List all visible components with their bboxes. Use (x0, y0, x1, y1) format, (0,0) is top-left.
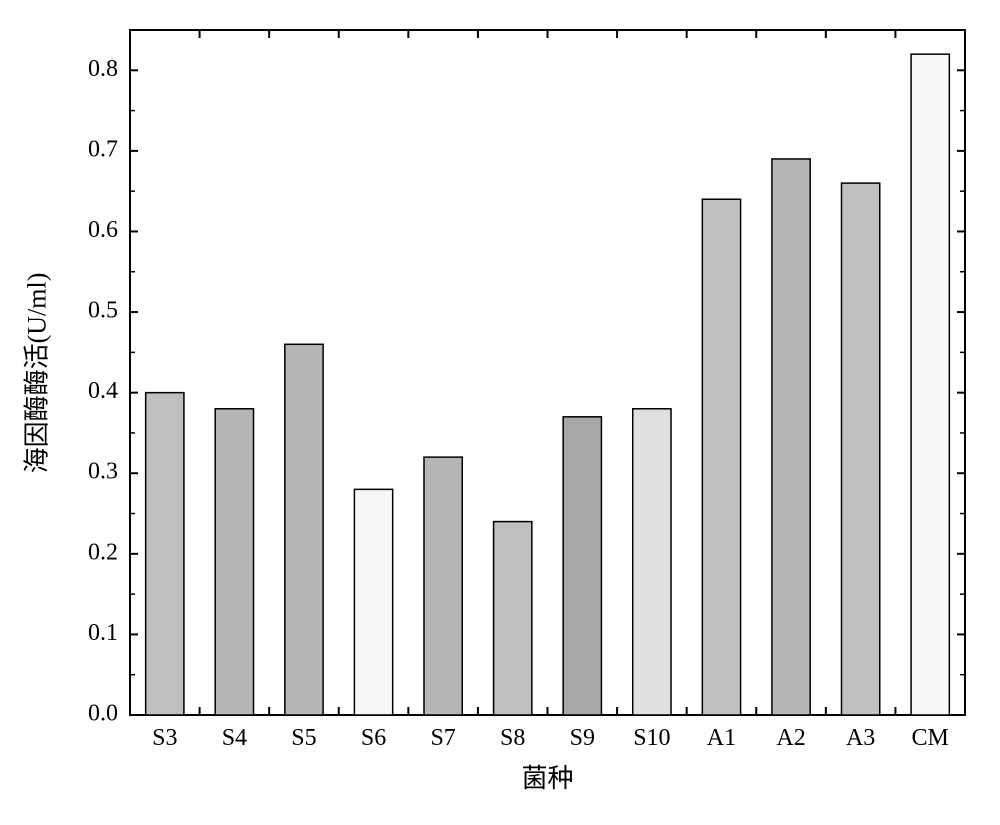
x-tick-label: A3 (846, 725, 875, 751)
y-tick-label: 0.2 (88, 539, 118, 565)
y-tick-label: 0.7 (88, 136, 118, 162)
bar (215, 409, 253, 715)
bar (354, 489, 392, 715)
bar-chart: 0.0 0.1 0.2 0.3 0.4 0.5 0.6 0.7 0.8 S3 S4 S5 S6 S7 S8 S… (0, 0, 1000, 825)
y-axis-label: 海因酶酶活(U/ml) (17, 272, 54, 473)
y-tick-label: 0.5 (88, 298, 118, 324)
x-tick-label: S6 (361, 725, 386, 751)
x-tick-label: S5 (291, 725, 316, 751)
y-tick-label: 0.0 (88, 701, 118, 727)
x-tick-label: S8 (500, 725, 525, 751)
x-tick-label: S7 (430, 725, 455, 751)
x-tick-label: A1 (707, 725, 736, 751)
bar (633, 409, 671, 715)
bar (285, 344, 323, 715)
bar (702, 199, 740, 715)
bar (911, 54, 949, 715)
x-tick-label: S10 (633, 725, 670, 751)
bar (841, 183, 879, 715)
bar (772, 159, 810, 715)
bar (563, 417, 601, 715)
x-tick-label: CM (912, 725, 949, 751)
chart-svg: 0.0 0.1 0.2 0.3 0.4 0.5 0.6 0.7 0.8 S3 S4 S5 S6 S7 S8 S… (0, 0, 1000, 825)
bar (424, 457, 462, 715)
y-tick-label: 0.8 (88, 56, 118, 82)
y-tick-label: 0.4 (88, 378, 118, 404)
bar (494, 522, 532, 715)
y-tick-label: 0.3 (88, 459, 118, 485)
y-tick-label: 0.1 (88, 620, 118, 646)
x-tick-label: S4 (222, 725, 247, 751)
x-tick-label: A2 (776, 725, 805, 751)
x-tick-label: S3 (152, 725, 177, 751)
x-axis-label: 菌种 (521, 764, 573, 793)
y-tick-label: 0.6 (88, 217, 118, 243)
bar (146, 393, 184, 715)
x-tick-label: S9 (570, 725, 595, 751)
